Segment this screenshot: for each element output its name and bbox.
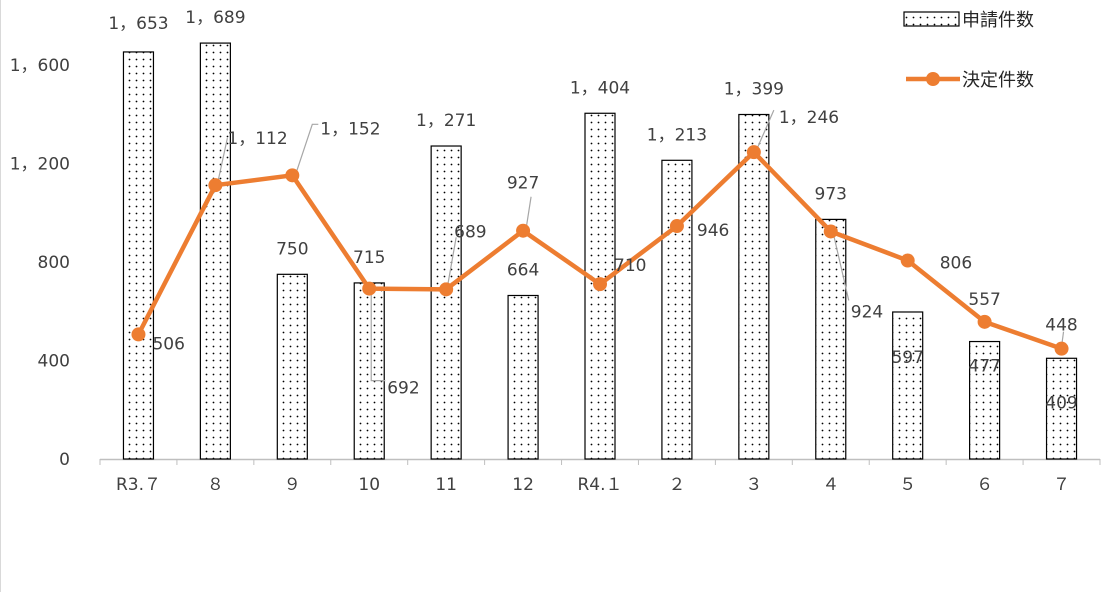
x-tick-label: 11 [435, 475, 457, 495]
y-tick-label: 1，200 [10, 155, 70, 175]
leader-line [446, 237, 457, 289]
legend-swatch-point [926, 72, 940, 86]
leader-line [833, 235, 850, 301]
legend-label-bars: 申請件数 [962, 10, 1034, 31]
bar-data-label: 1，399 [724, 79, 784, 99]
line-data-label: 806 [940, 254, 972, 274]
leader-line [525, 196, 532, 229]
x-tick-label: ３ [745, 475, 762, 495]
bar [122, 51, 155, 460]
legend-label-line: 決定件数 [962, 70, 1034, 91]
x-tick-label: ４ [822, 475, 839, 495]
x-tick-label: 10 [358, 475, 380, 495]
axes: R3.７ ８ ９ 10 11 12 R4.１ ２ ３ ４ ５ ６ ７ 0 400 800 1，200 1，600 [10, 56, 1101, 495]
line-point [362, 281, 377, 296]
x-tick-label: ８ [207, 475, 224, 495]
line-data-label: 689 [454, 222, 486, 242]
x-tick-label: ６ [976, 475, 993, 495]
line-point [900, 253, 915, 268]
bar [276, 273, 308, 460]
bar [661, 159, 693, 460]
bar-data-label: 750 [276, 239, 308, 259]
y-tick-label: 1，600 [10, 56, 70, 76]
x-tick-label: R4.１ [577, 475, 622, 495]
bar [1045, 357, 1078, 460]
x-tick-label: ９ [284, 475, 301, 495]
line-data-label: 710 [614, 256, 646, 276]
line-point [208, 178, 223, 193]
line-point [823, 224, 838, 239]
line-data-label: 927 [507, 174, 539, 194]
line-data-label: 448 [1045, 316, 1077, 336]
line-point [131, 327, 146, 342]
bar-data-label: 973 [815, 184, 847, 204]
line-series [131, 145, 1069, 356]
bar [738, 113, 770, 460]
bar-data-label: 409 [1045, 393, 1077, 413]
legend-swatch-bars [903, 11, 960, 27]
line-data-label: 946 [697, 221, 729, 241]
bar-data-label: 597 [891, 348, 923, 368]
y-tick-label: 0 [59, 450, 70, 470]
bar [507, 294, 539, 460]
line-point [1054, 341, 1069, 356]
line-point [439, 282, 454, 297]
bar [430, 145, 462, 460]
x-tick-label: 12 [512, 475, 534, 495]
line-data-label: 924 [851, 302, 883, 322]
y-tick-label: 400 [38, 352, 70, 372]
line-data-label: 506 [152, 334, 184, 354]
line-data-label: 1，152 [320, 119, 380, 139]
line-data-label: 692 [387, 379, 419, 399]
bar-data-label: 477 [968, 357, 1000, 377]
bar-data-label: 1，689 [185, 8, 245, 28]
bar-data-label: 1，404 [570, 78, 630, 98]
leader-lines [216, 109, 1065, 382]
line-point [669, 219, 684, 234]
line-point [285, 168, 300, 183]
line-data-label: 1，246 [779, 108, 839, 128]
x-tick-label: ７ [1053, 475, 1070, 495]
leader-line [216, 138, 228, 185]
x-tick-label: ２ [668, 475, 685, 495]
line-data-label: 1，112 [227, 129, 287, 149]
bar-data-label: 715 [353, 248, 385, 268]
bar [815, 218, 847, 460]
line-point [977, 314, 992, 329]
bar [969, 340, 1001, 460]
bar [199, 42, 231, 460]
line-point [746, 145, 761, 160]
bar-data-label: 664 [507, 260, 539, 280]
leader-line [756, 109, 775, 150]
leader-line [295, 123, 319, 173]
bar-data-label: 1，271 [416, 111, 476, 131]
leader-line [370, 293, 386, 382]
line-point [593, 277, 607, 292]
bar [892, 311, 924, 460]
bar [353, 282, 385, 460]
bar-data-label: 1，213 [647, 125, 707, 145]
data-labels: 1，653 1，689 750 715 1，271 664 1，404 1，213 1，399 9… [108, 8, 1077, 413]
bar-data-label: 1，653 [108, 14, 168, 34]
x-tick-label: ５ [899, 475, 916, 495]
x-tick-label: R3.７ [116, 475, 161, 495]
line-data-label: 557 [968, 290, 1000, 310]
line-point [516, 223, 531, 238]
bar-series [122, 42, 1078, 460]
y-tick-label: 800 [38, 253, 70, 273]
